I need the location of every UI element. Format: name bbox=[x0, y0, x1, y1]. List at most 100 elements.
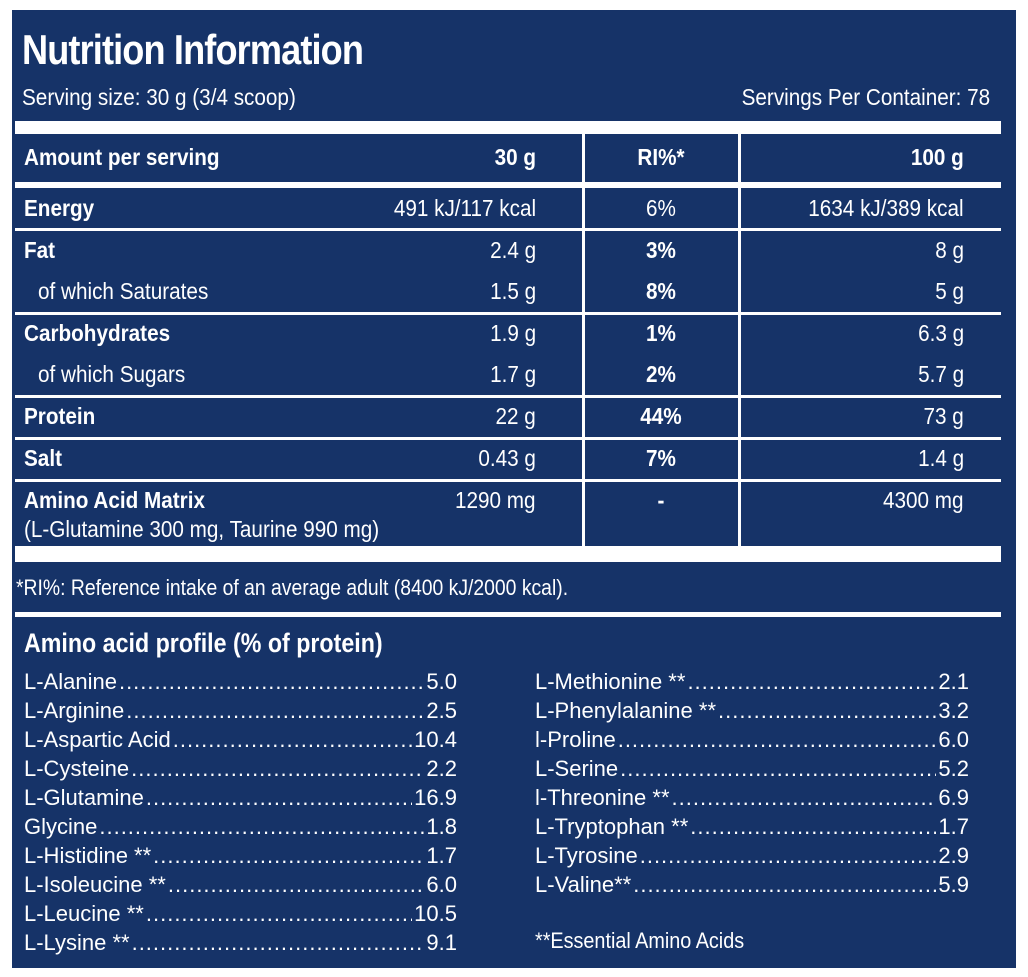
servings-per-container: Servings Per Container: 78 bbox=[741, 84, 990, 110]
per-100g-value: 6.3 g bbox=[917, 320, 964, 346]
amino-acid-item: L-Tryptophan ** 1.7 bbox=[535, 814, 969, 842]
column-header-per-100g: 100 g bbox=[911, 144, 964, 170]
amino-acid-value: 6.0 bbox=[426, 872, 457, 897]
row-rule bbox=[15, 228, 1001, 231]
amino-acid-item: L-Lysine ** 9.1 bbox=[24, 930, 457, 958]
table-bottom-rule bbox=[15, 546, 1001, 562]
amino-acid-name: L-Glutamine bbox=[24, 785, 144, 810]
nutrient-name: Protein bbox=[24, 403, 96, 429]
per-serving-value: 1.5 g bbox=[489, 278, 536, 304]
amino-acid-item: L-Cysteine 2.2 bbox=[24, 756, 457, 784]
nutrient-name: Amino Acid Matrix bbox=[24, 487, 205, 513]
per-100g-value: 1.4 g bbox=[917, 445, 964, 471]
amino-acid-item: L-Phenylalanine ** 3.2 bbox=[535, 698, 969, 726]
amino-acid-value: 5.2 bbox=[938, 756, 969, 781]
amino-acid-item: L-Aspartic Acid 10.4 bbox=[24, 727, 457, 755]
nutrient-name: of which Saturates bbox=[38, 278, 209, 304]
row-rule bbox=[15, 437, 1001, 440]
per-100g-value: 8 g bbox=[935, 237, 964, 263]
amino-acid-value: 6.0 bbox=[938, 727, 969, 752]
amino-acid-item: L-Valine** 5.9 bbox=[535, 872, 969, 900]
leader-dots bbox=[672, 785, 937, 811]
amino-acid-name: L-Serine bbox=[535, 756, 619, 781]
amino-acid-name: L-Cysteine bbox=[24, 756, 130, 781]
column-header-ri: RI%* bbox=[637, 144, 685, 170]
per-100g-value: 5 g bbox=[935, 278, 964, 304]
amino-acid-value: 9.1 bbox=[426, 930, 457, 955]
amino-acid-item: L-Serine 5.2 bbox=[535, 756, 969, 784]
nutrient-name: Fat bbox=[24, 237, 56, 263]
column-header-per-serving: 30 g bbox=[494, 144, 536, 170]
per-serving-value: 1290 mg bbox=[455, 487, 536, 513]
leader-dots bbox=[153, 843, 424, 869]
column-header-nutrient: Amount per serving bbox=[24, 144, 220, 170]
amino-acid-value: 2.1 bbox=[938, 669, 969, 694]
nutrient-name: Salt bbox=[24, 445, 62, 471]
ri-value: - bbox=[657, 487, 665, 513]
table-top-rule bbox=[15, 121, 1001, 134]
amino-acid-item: L-Glutamine 16.9 bbox=[24, 785, 457, 813]
ri-value: 3% bbox=[646, 237, 676, 263]
amino-acid-item: l-Proline 6.0 bbox=[535, 727, 969, 755]
amino-acid-name: L-Leucine ** bbox=[24, 901, 144, 926]
serving-size: Serving size: 30 g (3/4 scoop) bbox=[22, 84, 296, 110]
amino-acid-value: 3.2 bbox=[938, 698, 969, 723]
amino-acid-value: 2.5 bbox=[426, 698, 457, 723]
per-100g-value: 4300 mg bbox=[883, 487, 964, 513]
leader-dots bbox=[640, 843, 937, 869]
ri-value: 6% bbox=[646, 195, 676, 221]
leader-dots bbox=[131, 756, 424, 782]
amino-acid-value: 5.9 bbox=[938, 872, 969, 897]
amino-acid-name: L-Arginine bbox=[24, 698, 125, 723]
amino-acid-item: L-Alanine 5.0 bbox=[24, 669, 457, 697]
amino-acid-item: L-Histidine ** 1.7 bbox=[24, 843, 457, 871]
amino-acid-value: 2.9 bbox=[938, 843, 969, 868]
nutrient-name: Carbohydrates bbox=[24, 320, 171, 346]
row-rule bbox=[15, 479, 1001, 482]
amino-acid-value: 6.9 bbox=[938, 785, 969, 810]
nutrition-panel: Nutrition Information Serving size: 30 g… bbox=[12, 10, 1016, 968]
amino-acid-value: 1.8 bbox=[426, 814, 457, 839]
amino-acid-name: L-Valine** bbox=[535, 872, 632, 897]
per-serving-value: 2.4 g bbox=[489, 237, 536, 263]
amino-profile-title: Amino acid profile (% of protein) bbox=[24, 628, 383, 658]
row-rule bbox=[15, 312, 1001, 315]
leader-dots bbox=[633, 872, 936, 898]
per-100g-value: 5.7 g bbox=[917, 361, 964, 387]
amino-acid-name: L-Isoleucine ** bbox=[24, 872, 166, 897]
amino-acid-name: l-Proline bbox=[535, 727, 616, 752]
leader-dots bbox=[168, 872, 425, 898]
page-title: Nutrition Information bbox=[22, 26, 364, 73]
per-serving-value: 1.7 g bbox=[489, 361, 536, 387]
amino-acid-item: L-Leucine ** 10.5 bbox=[24, 901, 457, 929]
leader-dots bbox=[99, 814, 424, 840]
amino-acid-name: L-Histidine ** bbox=[24, 843, 152, 868]
amino-acid-name: L-Tyrosine bbox=[535, 843, 638, 868]
amino-acid-item: l-Threonine ** 6.9 bbox=[535, 785, 969, 813]
ri-value: 44% bbox=[640, 403, 682, 429]
row-rule bbox=[15, 395, 1001, 398]
amino-acid-value: 10.4 bbox=[414, 727, 457, 752]
ri-footnote: *RI%: Reference intake of an average adu… bbox=[16, 575, 569, 600]
per-serving-value: 0.43 g bbox=[478, 445, 536, 471]
essential-amino-footnote: **Essential Amino Acids bbox=[535, 928, 745, 953]
leader-dots bbox=[146, 901, 412, 927]
amino-acid-item: L-Methionine ** 2.1 bbox=[535, 669, 969, 697]
leader-dots bbox=[132, 930, 425, 956]
per-serving-value: 491 kJ/117 kcal bbox=[393, 195, 536, 221]
amino-acid-value: 16.9 bbox=[414, 785, 457, 810]
amino-acid-name: L-Phenylalanine ** bbox=[535, 698, 717, 723]
leader-dots bbox=[690, 814, 936, 840]
nutrient-subtext: (L-Glutamine 300 mg, Taurine 990 mg) bbox=[24, 516, 380, 542]
column-divider bbox=[738, 134, 741, 546]
leader-dots bbox=[687, 669, 936, 695]
leader-dots bbox=[126, 698, 424, 724]
amino-acid-name: L-Tryptophan ** bbox=[535, 814, 689, 839]
amino-acid-name: L-Aspartic Acid bbox=[24, 727, 171, 752]
ri-value: 1% bbox=[646, 320, 676, 346]
ri-value: 7% bbox=[646, 445, 676, 471]
leader-dots bbox=[620, 756, 936, 782]
amino-acid-value: 1.7 bbox=[426, 843, 457, 868]
amino-acid-value: 2.2 bbox=[426, 756, 457, 781]
per-100g-value: 1634 kJ/389 kcal bbox=[808, 195, 964, 221]
